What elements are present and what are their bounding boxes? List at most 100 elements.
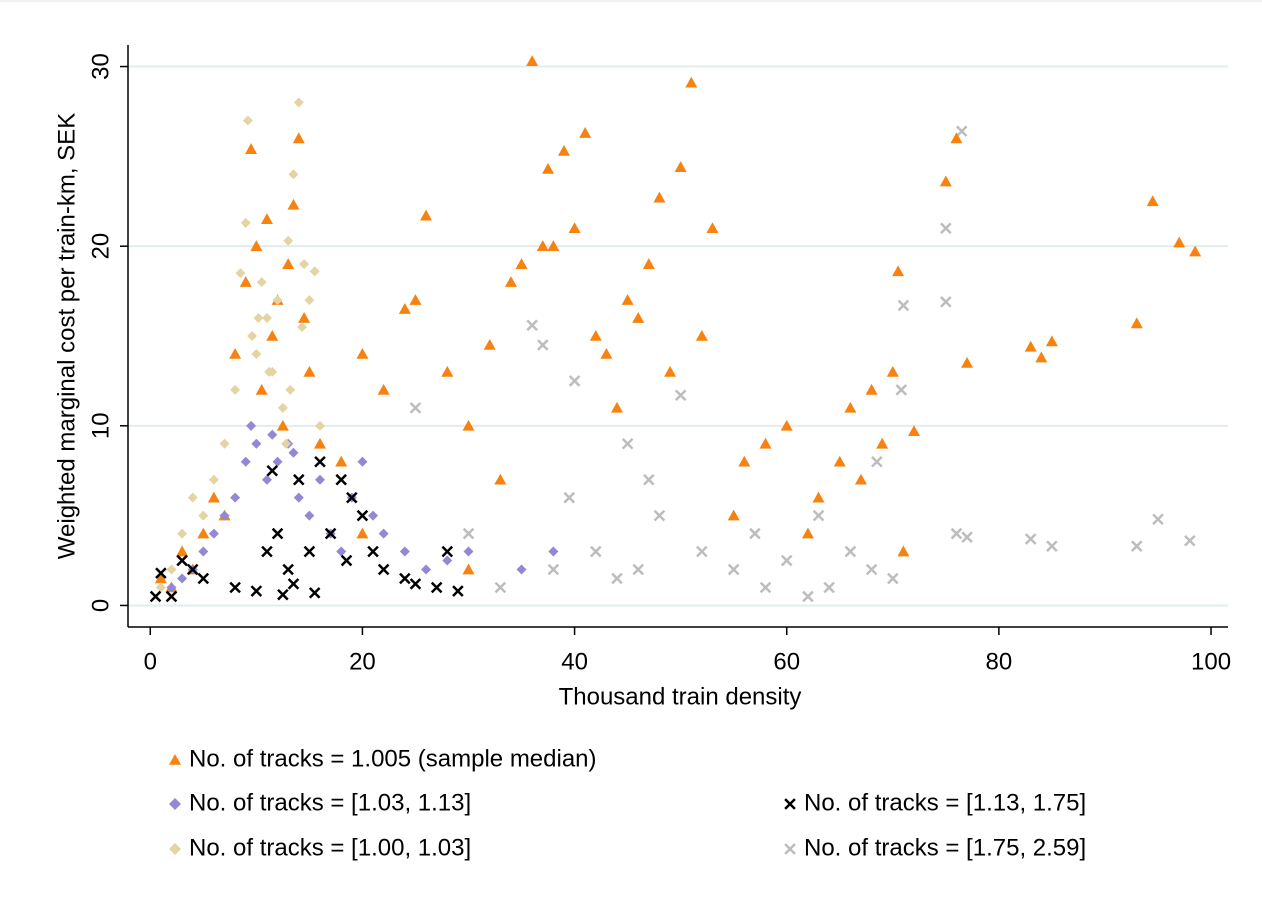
point	[939, 175, 952, 187]
point	[208, 528, 219, 539]
y-axis-label: Weighted marginal cost per train-km, SEK	[53, 113, 80, 559]
point	[664, 365, 677, 377]
point	[261, 474, 272, 485]
point	[674, 161, 687, 172]
point	[261, 313, 272, 324]
x-tick-label: 20	[349, 648, 376, 675]
point	[950, 132, 963, 144]
point	[282, 563, 294, 576]
point	[296, 322, 307, 333]
point	[377, 383, 390, 395]
point	[611, 401, 624, 413]
point	[409, 578, 422, 590]
legend-label: No. of tracks = [1.00, 1.03]	[189, 834, 471, 861]
point	[812, 509, 825, 522]
point	[1035, 351, 1048, 363]
point	[230, 384, 241, 395]
point	[441, 365, 454, 377]
point	[420, 209, 433, 221]
point	[335, 473, 347, 486]
point	[308, 587, 321, 599]
point	[292, 132, 305, 144]
point	[314, 474, 325, 485]
point	[759, 437, 772, 449]
legend-label: No. of tracks = [1.03, 1.13]	[189, 789, 471, 816]
point	[409, 402, 422, 414]
point	[1130, 317, 1143, 329]
point	[463, 546, 474, 557]
point	[219, 510, 230, 521]
point	[542, 162, 555, 174]
point	[242, 115, 253, 126]
point	[398, 303, 411, 314]
point	[1024, 533, 1037, 545]
point	[441, 545, 454, 558]
legend-marker	[169, 798, 181, 810]
point	[749, 527, 761, 540]
point	[632, 563, 645, 576]
legend-marker	[169, 843, 181, 855]
point	[277, 402, 288, 413]
point	[557, 144, 570, 156]
point	[208, 474, 219, 485]
point	[548, 546, 559, 557]
point	[246, 420, 257, 431]
point	[197, 572, 210, 585]
point	[462, 527, 475, 540]
point	[1146, 195, 1159, 207]
point	[727, 509, 740, 521]
point	[304, 510, 315, 521]
point	[1184, 534, 1196, 547]
point	[356, 347, 369, 359]
point	[621, 437, 634, 450]
point	[247, 331, 258, 341]
point	[738, 455, 751, 467]
point	[166, 564, 177, 575]
point	[176, 545, 189, 557]
x-axis-label: Thousand train density	[559, 683, 802, 710]
legend-label: No. of tracks = [1.13, 1.75]	[804, 789, 1086, 816]
point	[239, 276, 252, 287]
point	[267, 429, 278, 440]
point	[961, 356, 974, 368]
point	[253, 313, 264, 324]
point	[516, 564, 527, 575]
point	[887, 572, 899, 585]
point	[600, 347, 613, 359]
point	[706, 222, 719, 234]
point	[685, 76, 698, 88]
point	[865, 383, 878, 395]
point	[727, 563, 740, 576]
point	[309, 266, 320, 277]
point	[154, 572, 167, 584]
point	[256, 277, 267, 288]
point	[895, 384, 908, 396]
point	[526, 55, 539, 66]
point	[653, 191, 666, 203]
point	[367, 545, 379, 558]
point	[304, 295, 315, 306]
point	[892, 265, 905, 277]
point	[674, 389, 687, 402]
point	[494, 473, 507, 485]
point	[282, 258, 295, 269]
point	[324, 527, 337, 540]
point	[1024, 340, 1037, 352]
point	[251, 438, 262, 449]
point	[536, 240, 549, 251]
point	[287, 198, 300, 210]
point	[653, 509, 666, 522]
point	[823, 581, 835, 594]
point	[695, 330, 708, 341]
point	[876, 437, 889, 449]
point	[240, 217, 251, 228]
y-tick-label: 20	[87, 233, 114, 260]
point	[844, 545, 857, 558]
point	[313, 437, 326, 449]
point	[277, 588, 289, 601]
point	[568, 222, 581, 234]
point	[235, 268, 246, 279]
point	[272, 456, 283, 467]
y-tick-label: 10	[87, 412, 114, 439]
